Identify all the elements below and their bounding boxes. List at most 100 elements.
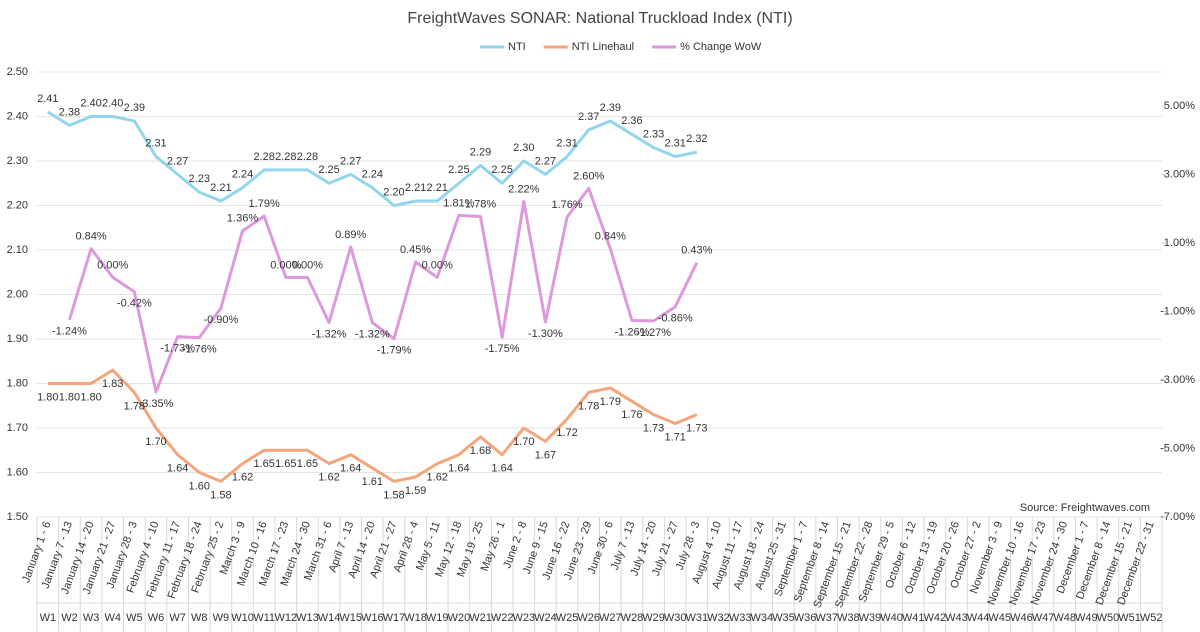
chart-title: FreightWaves SONAR: National Truckload I… xyxy=(407,10,792,27)
data-label: 1.36% xyxy=(227,213,258,225)
y-tick-label: 2.40 xyxy=(7,110,28,122)
x-week-label: W25 xyxy=(556,612,579,624)
data-label: 2.31 xyxy=(556,137,577,149)
x-week-label: W26 xyxy=(577,612,600,624)
x-week-label: W4 xyxy=(104,612,121,624)
legend-label: NTI xyxy=(508,41,526,53)
x-week-label: W32 xyxy=(707,612,730,624)
data-label: 0.00% xyxy=(422,259,453,271)
series-line xyxy=(47,110,698,207)
x-week-label: W34 xyxy=(750,612,773,624)
x-week-label: W39 xyxy=(859,612,882,624)
data-label: -1.79% xyxy=(377,345,412,357)
data-label: 2.28 xyxy=(253,151,274,163)
y-tick-label: 1.70 xyxy=(7,422,28,434)
data-label: 1.83 xyxy=(102,378,123,390)
x-week-label: W50 xyxy=(1097,612,1120,624)
x-week-label: W24 xyxy=(534,612,557,624)
data-label: 1.80 xyxy=(37,391,58,403)
data-label: 2.21 xyxy=(405,182,426,194)
data-label: 1.79 xyxy=(600,396,621,408)
x-week-label: W11 xyxy=(253,612,275,624)
data-label: 2.23 xyxy=(189,173,210,185)
data-label: 1.64 xyxy=(167,463,188,475)
data-label: 2.28 xyxy=(297,151,318,163)
data-label: 1.78 xyxy=(578,400,599,412)
source: Source: Freightwaves.com xyxy=(1020,502,1150,514)
y-tick-label: 2.50 xyxy=(7,66,28,78)
x-week-label: W16 xyxy=(361,612,384,624)
data-label: 0.00% xyxy=(97,259,128,271)
data-label: -0.42% xyxy=(117,298,152,310)
data-label: 1.72 xyxy=(556,427,577,439)
data-label: 1.62 xyxy=(318,472,339,484)
y2-tick-label: 3.00% xyxy=(1164,169,1195,181)
data-label: -1.73% xyxy=(160,343,195,355)
legend-label: NTI Linehaul xyxy=(572,41,634,53)
data-label: 2.31 xyxy=(665,137,686,149)
y-tick-label: 1.50 xyxy=(7,511,28,523)
x-week-label: W22 xyxy=(491,612,514,624)
y-tick-label: 1.90 xyxy=(7,333,28,345)
data-label: 2.27 xyxy=(167,155,188,167)
data-label: 0.00% xyxy=(292,259,323,271)
x-week-label: W20 xyxy=(448,612,471,624)
data-label: 0.89% xyxy=(335,229,366,241)
data-label: 2.29 xyxy=(470,146,491,158)
data-label: -0.86% xyxy=(658,313,693,325)
y-tick-label: 2.10 xyxy=(7,244,28,256)
data-label: 2.21 xyxy=(427,182,448,194)
x-week-label: W42 xyxy=(924,612,947,624)
x-week-label: W27 xyxy=(599,612,622,624)
data-label: -1.27% xyxy=(636,327,671,339)
data-label: 0.00% xyxy=(270,259,301,271)
x-week-label: W41 xyxy=(902,612,925,624)
data-label: 1.70 xyxy=(145,436,166,448)
data-label: 2.25 xyxy=(491,164,512,176)
x-week-label: W33 xyxy=(729,612,752,624)
data-label: 2.39 xyxy=(600,102,621,114)
data-label: 2.27 xyxy=(535,155,556,167)
data-label: 2.36 xyxy=(621,115,642,127)
data-label: 1.58 xyxy=(210,489,231,501)
data-label: 2.31 xyxy=(145,137,166,149)
x-week-label: W48 xyxy=(1053,612,1076,624)
data-label: 1.76% xyxy=(551,199,582,211)
data-label: 1.65 xyxy=(275,458,296,470)
data-label: 1.76 xyxy=(621,409,642,421)
data-label: 2.22% xyxy=(508,183,539,195)
data-label: -1.24% xyxy=(52,326,87,338)
data-label: 1.58 xyxy=(383,489,404,501)
y2-tick-label: -7.00% xyxy=(1160,511,1195,523)
data-label: 2.38 xyxy=(59,106,80,118)
data-label: 1.78 xyxy=(124,400,145,412)
data-label: -1.76% xyxy=(182,344,217,356)
x-week-label: W28 xyxy=(621,612,644,624)
data-label: 2.24 xyxy=(232,169,253,181)
x-week-label: W3 xyxy=(83,612,100,624)
data-label: 1.64 xyxy=(491,463,512,475)
x-week-label: W40 xyxy=(880,612,903,624)
x-week-label: W46 xyxy=(1010,612,1033,624)
data-label: -3.35% xyxy=(139,398,174,410)
data-label: 1.80 xyxy=(80,391,101,403)
data-label: 2.30 xyxy=(513,142,534,154)
data-label: 1.65 xyxy=(253,458,274,470)
x-week-label: W49 xyxy=(1075,612,1098,624)
x-week-label: W17 xyxy=(383,612,406,624)
x-week-label: W51 xyxy=(1118,612,1141,624)
data-label: -1.30% xyxy=(528,328,563,340)
data-label: 1.73 xyxy=(686,423,707,435)
data-label: 1.73 xyxy=(643,423,664,435)
x-week-label: W44 xyxy=(967,612,990,624)
data-label: 2.41 xyxy=(37,93,58,105)
x-week-label: W35 xyxy=(772,612,795,624)
data-label: 1.71 xyxy=(665,431,686,443)
x-week-label: W23 xyxy=(512,612,535,624)
x-week-label: W12 xyxy=(274,612,297,624)
x-week-label: W5 xyxy=(126,612,143,624)
x-week-label: W15 xyxy=(339,612,362,624)
x-week-label: W43 xyxy=(945,612,968,624)
x-week-label: W6 xyxy=(148,612,165,624)
